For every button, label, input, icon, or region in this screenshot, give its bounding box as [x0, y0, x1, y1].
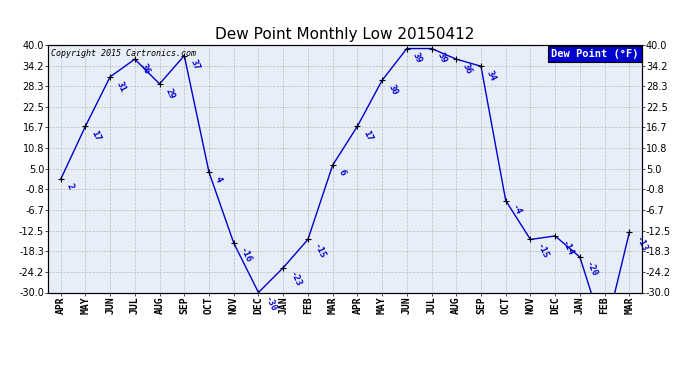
Text: -15: -15	[535, 242, 549, 261]
Text: 34: 34	[485, 69, 498, 82]
Text: 37: 37	[188, 58, 201, 72]
Text: Copyright 2015 Cartronics.com: Copyright 2015 Cartronics.com	[51, 49, 196, 58]
Text: 17: 17	[90, 129, 102, 142]
Text: 6: 6	[337, 168, 347, 177]
Text: -20: -20	[584, 260, 599, 278]
Text: 36: 36	[139, 62, 152, 75]
Text: -15: -15	[312, 242, 327, 261]
Text: 29: 29	[164, 87, 177, 100]
Title: Dew Point Monthly Low 20150412: Dew Point Monthly Low 20150412	[215, 27, 475, 42]
Text: 39: 39	[435, 51, 448, 65]
Text: 39: 39	[411, 51, 424, 65]
Text: 31: 31	[115, 80, 127, 93]
Text: 2: 2	[65, 182, 75, 191]
Text: 36: 36	[460, 62, 473, 75]
Text: -14: -14	[560, 239, 574, 257]
Text: -4: -4	[510, 203, 522, 217]
Text: -30: -30	[263, 295, 277, 314]
Text: 17: 17	[362, 129, 374, 142]
Text: -13: -13	[633, 235, 649, 254]
Text: -16: -16	[238, 246, 253, 264]
Text: 30: 30	[386, 83, 399, 97]
Text: Dew Point (°F): Dew Point (°F)	[551, 49, 639, 59]
Text: -42: -42	[0, 374, 1, 375]
Text: -23: -23	[287, 270, 302, 289]
Text: 4: 4	[213, 175, 224, 184]
